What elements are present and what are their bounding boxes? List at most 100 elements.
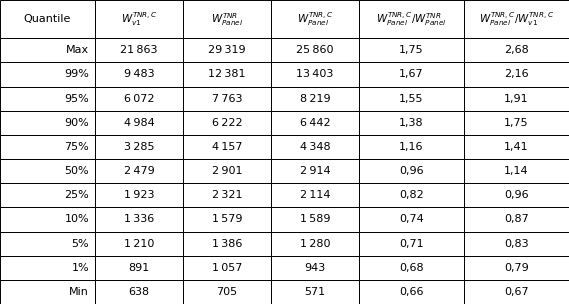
Text: 943: 943: [304, 263, 325, 273]
Text: 638: 638: [129, 287, 150, 297]
Text: 4 984: 4 984: [123, 118, 154, 128]
Bar: [464, 87, 569, 111]
Bar: [271, 232, 359, 256]
Bar: [464, 0, 569, 38]
Bar: [271, 256, 359, 280]
Text: Quantile: Quantile: [24, 14, 71, 24]
Bar: [0, 0, 95, 38]
Bar: [464, 159, 569, 183]
Bar: [183, 207, 271, 232]
Bar: [183, 280, 271, 304]
Text: 2 114: 2 114: [300, 190, 330, 200]
Bar: [464, 183, 569, 207]
Bar: [95, 62, 183, 87]
Text: 12 381: 12 381: [208, 70, 246, 79]
Bar: [183, 159, 271, 183]
Bar: [95, 256, 183, 280]
Bar: [0, 135, 95, 159]
Text: 2 479: 2 479: [123, 166, 154, 176]
Bar: [183, 38, 271, 62]
Bar: [271, 183, 359, 207]
Bar: [359, 207, 464, 232]
Bar: [95, 135, 183, 159]
Text: 75%: 75%: [64, 142, 89, 152]
Bar: [0, 159, 95, 183]
Bar: [183, 183, 271, 207]
Bar: [359, 135, 464, 159]
Text: 8 219: 8 219: [300, 94, 331, 104]
Bar: [464, 280, 569, 304]
Text: 99%: 99%: [64, 70, 89, 79]
Bar: [95, 38, 183, 62]
Text: 25%: 25%: [64, 190, 89, 200]
Bar: [183, 232, 271, 256]
Text: 1 210: 1 210: [124, 239, 154, 249]
Bar: [183, 0, 271, 38]
Bar: [95, 0, 183, 38]
Bar: [271, 111, 359, 135]
Text: 9 483: 9 483: [123, 70, 154, 79]
Text: 4 157: 4 157: [212, 142, 242, 152]
Text: 2 914: 2 914: [300, 166, 331, 176]
Text: 705: 705: [216, 287, 238, 297]
Text: 13 403: 13 403: [296, 70, 333, 79]
Text: 0,74: 0,74: [399, 214, 424, 224]
Text: 0,79: 0,79: [504, 263, 529, 273]
Bar: [464, 62, 569, 87]
Text: 571: 571: [304, 287, 325, 297]
Text: 1 057: 1 057: [212, 263, 242, 273]
Text: 0,83: 0,83: [504, 239, 529, 249]
Bar: [95, 111, 183, 135]
Bar: [0, 62, 95, 87]
Bar: [0, 87, 95, 111]
Bar: [464, 111, 569, 135]
Text: 0,96: 0,96: [504, 190, 529, 200]
Text: 2 321: 2 321: [212, 190, 242, 200]
Bar: [271, 159, 359, 183]
Text: 0,96: 0,96: [399, 166, 424, 176]
Text: 1 579: 1 579: [212, 214, 242, 224]
Bar: [359, 111, 464, 135]
Bar: [0, 280, 95, 304]
Text: $W_{v1}^{TNR,C}$: $W_{v1}^{TNR,C}$: [121, 11, 158, 28]
Text: 1,67: 1,67: [399, 70, 424, 79]
Text: 5%: 5%: [71, 239, 89, 249]
Text: 2,16: 2,16: [504, 70, 529, 79]
Text: 1 336: 1 336: [124, 214, 154, 224]
Bar: [464, 232, 569, 256]
Text: 1,16: 1,16: [399, 142, 424, 152]
Text: 50%: 50%: [64, 166, 89, 176]
Bar: [183, 62, 271, 87]
Text: 10%: 10%: [64, 214, 89, 224]
Text: 2 901: 2 901: [212, 166, 242, 176]
Text: 95%: 95%: [64, 94, 89, 104]
Bar: [0, 207, 95, 232]
Bar: [0, 183, 95, 207]
Bar: [0, 256, 95, 280]
Bar: [271, 38, 359, 62]
Text: 0,82: 0,82: [399, 190, 424, 200]
Bar: [183, 87, 271, 111]
Text: 6 072: 6 072: [123, 94, 154, 104]
Bar: [271, 207, 359, 232]
Bar: [95, 232, 183, 256]
Text: 90%: 90%: [64, 118, 89, 128]
Text: 1,75: 1,75: [504, 118, 529, 128]
Bar: [271, 0, 359, 38]
Bar: [464, 207, 569, 232]
Bar: [271, 135, 359, 159]
Bar: [95, 87, 183, 111]
Bar: [183, 111, 271, 135]
Text: 0,71: 0,71: [399, 239, 424, 249]
Text: 1 386: 1 386: [212, 239, 242, 249]
Bar: [0, 38, 95, 62]
Bar: [359, 280, 464, 304]
Bar: [271, 87, 359, 111]
Text: 1 589: 1 589: [300, 214, 330, 224]
Text: Max: Max: [66, 45, 89, 55]
Bar: [359, 38, 464, 62]
Text: 1,55: 1,55: [399, 94, 424, 104]
Text: 21 863: 21 863: [120, 45, 158, 55]
Text: 7 763: 7 763: [212, 94, 242, 104]
Text: 1,91: 1,91: [504, 94, 529, 104]
